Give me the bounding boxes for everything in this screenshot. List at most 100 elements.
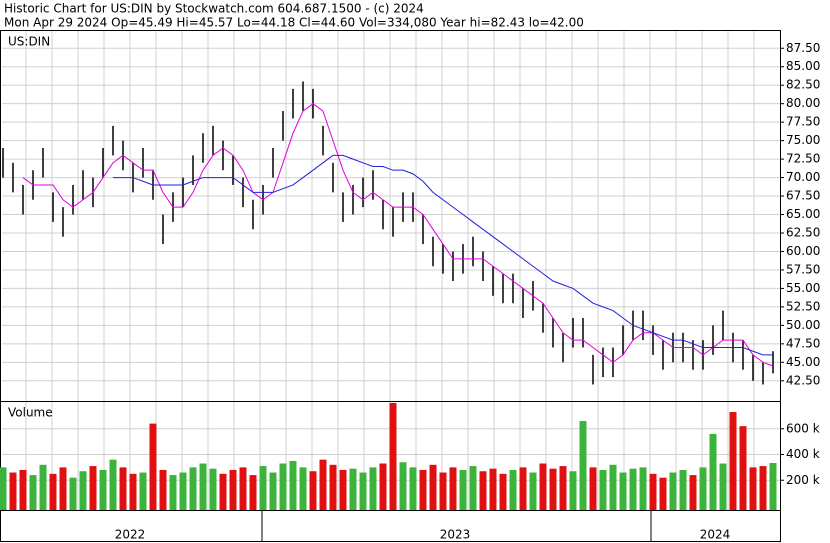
- volume-bar: [729, 412, 737, 510]
- volume-bar: [289, 460, 297, 510]
- volume-bar: [39, 464, 47, 510]
- y-tick-label: 42.50: [786, 373, 820, 387]
- symbol-label: US:DIN: [8, 35, 50, 49]
- volume-bar: [249, 475, 257, 510]
- period-label: 2023: [440, 528, 471, 542]
- volume-bar: [629, 468, 637, 510]
- volume-bar: [379, 463, 387, 510]
- volume-bar: [669, 472, 677, 510]
- y-tick-label: 87.50: [786, 41, 820, 55]
- moving-average: [113, 154, 773, 356]
- volume-bar: [269, 472, 277, 510]
- volume-bar: [409, 467, 417, 510]
- y-tick-label: 65.00: [786, 207, 820, 221]
- volume-bar: [279, 463, 287, 510]
- y-tick-label: 50.00: [786, 318, 820, 332]
- volume-bar: [179, 472, 187, 510]
- volume-bar: [109, 459, 117, 510]
- volume-bar: [19, 469, 27, 510]
- volume-bar: [479, 471, 487, 510]
- volume-bar: [299, 467, 307, 510]
- volume-bar: [79, 471, 87, 510]
- volume-bar: [29, 475, 37, 510]
- volume-bar: [589, 467, 597, 510]
- volume-bar: [539, 463, 547, 510]
- volume-bar: [699, 467, 707, 510]
- volume-bar: [509, 469, 517, 510]
- volume-bar: [169, 475, 177, 510]
- y2-tick-label: 200 k: [786, 473, 820, 487]
- y-tick-label: 52.50: [786, 299, 820, 313]
- volume-bar: [329, 464, 337, 510]
- y-tick-label: 62.50: [786, 225, 820, 239]
- y2-tick-label: 400 k: [786, 447, 820, 461]
- volume-bar: [519, 467, 527, 510]
- volume-bar: [59, 467, 67, 510]
- volume-bar: [139, 472, 147, 510]
- volume-bar: [599, 469, 607, 510]
- volume-bar: [649, 473, 657, 510]
- volume-bar: [619, 472, 627, 510]
- volume-bar: [319, 459, 327, 510]
- volume-bar: [659, 477, 667, 510]
- volume-bar: [769, 462, 777, 510]
- volume-bar: [99, 469, 107, 510]
- volume-bar: [689, 475, 697, 510]
- volume-bar: [219, 473, 227, 510]
- moving-average: [22, 103, 774, 367]
- volume-bar: [209, 468, 217, 510]
- volume-bar: [0, 467, 7, 510]
- volume-bar: [489, 468, 497, 510]
- volume-bar: [429, 464, 437, 510]
- y-tick-label: 70.00: [786, 170, 820, 184]
- volume-bar: [499, 473, 507, 510]
- volume-bar: [119, 467, 127, 510]
- volume-bar: [439, 472, 447, 510]
- y-tick-label: 72.50: [786, 152, 820, 166]
- volume-bar: [69, 477, 77, 510]
- volume-bar: [89, 466, 97, 510]
- volume-bar: [609, 464, 617, 510]
- volume-bar: [559, 466, 567, 510]
- y-tick-label: 85.00: [786, 59, 820, 73]
- volume-bar: [339, 469, 347, 510]
- volume-bar: [189, 467, 197, 510]
- volume-bar: [259, 466, 267, 510]
- volume-bar: [309, 471, 317, 510]
- volume-bar: [639, 467, 647, 510]
- y-tick-label: 60.00: [786, 244, 820, 258]
- volume-bar: [449, 467, 457, 510]
- volume-bar: [739, 426, 747, 510]
- volume-bar: [749, 467, 757, 510]
- volume-bar: [709, 433, 717, 510]
- y-tick-label: 47.50: [786, 336, 820, 350]
- chart-subtitle: Mon Apr 29 2024 Op=45.49 Hi=45.57 Lo=44.…: [4, 16, 584, 30]
- volume-bar: [469, 466, 477, 510]
- volume-bar: [419, 469, 427, 510]
- volume-bar: [569, 471, 577, 510]
- y-tick-label: 77.50: [786, 115, 820, 129]
- period-label: 2022: [115, 528, 146, 542]
- volume-bar: [159, 469, 167, 510]
- y-tick-label: 67.50: [786, 189, 820, 203]
- volume-bar: [459, 469, 467, 510]
- volume-bar: [719, 463, 727, 510]
- volume-bar: [369, 467, 377, 510]
- y-tick-label: 45.00: [786, 355, 820, 369]
- volume-bar: [199, 463, 207, 510]
- period-label: 2024: [700, 528, 731, 542]
- volume-bar: [759, 466, 767, 510]
- y-tick-label: 80.00: [786, 96, 820, 110]
- volume-bar: [399, 462, 407, 510]
- y-tick-label: 55.00: [786, 281, 820, 295]
- volume-bar: [129, 473, 137, 510]
- y2-tick-label: 600 k: [786, 421, 820, 435]
- volume-bar: [239, 467, 247, 510]
- volume-bar: [229, 469, 237, 510]
- y-tick-label: 57.50: [786, 262, 820, 276]
- volume-bar: [9, 472, 17, 510]
- y-tick-label: 82.50: [786, 78, 820, 92]
- volume-bar: [529, 472, 537, 510]
